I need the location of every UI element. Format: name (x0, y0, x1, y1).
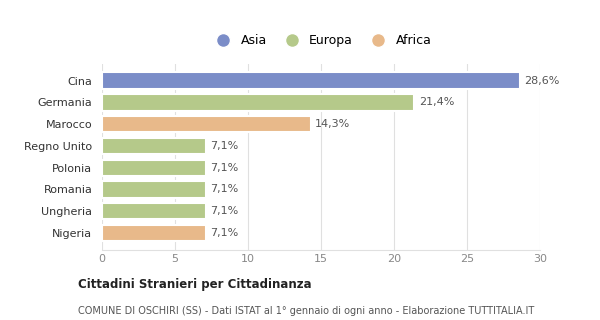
Bar (102, 94, 415, 110)
Text: COMUNE DI OSCHIRI (SS) - Dati ISTAT al 1° gennaio di ogni anno - Elaborazione TU: COMUNE DI OSCHIRI (SS) - Dati ISTAT al 1… (78, 306, 534, 316)
Text: 7,1%: 7,1% (210, 206, 238, 216)
Bar (102, 138, 206, 154)
Legend: Asia, Europa, Africa: Asia, Europa, Africa (205, 29, 437, 52)
Text: 14,3%: 14,3% (315, 119, 350, 129)
Bar (102, 225, 206, 241)
Bar (102, 203, 206, 220)
Text: Cittadini Stranieri per Cittadinanza: Cittadini Stranieri per Cittadinanza (78, 278, 311, 291)
Bar (102, 181, 206, 198)
Bar (102, 72, 520, 89)
Bar (102, 116, 311, 132)
Text: 28,6%: 28,6% (524, 76, 559, 86)
Text: 21,4%: 21,4% (419, 97, 454, 108)
Text: 7,1%: 7,1% (210, 228, 238, 238)
Text: 7,1%: 7,1% (210, 184, 238, 195)
Text: 7,1%: 7,1% (210, 141, 238, 151)
Bar (102, 160, 206, 176)
Text: 7,1%: 7,1% (210, 163, 238, 173)
